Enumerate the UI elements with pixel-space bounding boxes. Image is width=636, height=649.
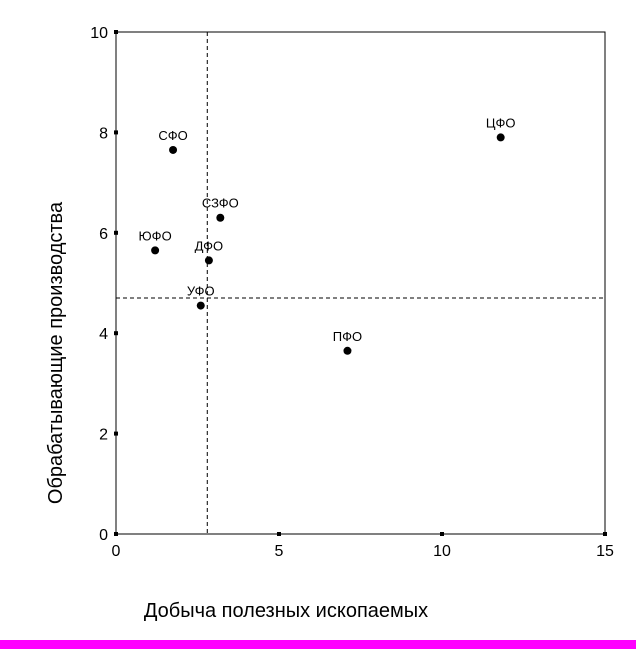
y-axis-ticks: 0 2 4 6 8 10 [90, 25, 118, 544]
data-point [169, 145, 178, 154]
data-point [196, 301, 205, 310]
data-point [496, 133, 505, 142]
data-point [151, 246, 160, 255]
y-tick-mark [114, 431, 118, 436]
y-tick-mark [114, 130, 118, 135]
y-tick-mark [114, 532, 118, 536]
data-points: ЦФО СФО СЗФО ЮФО ДФО УФО ПФО [139, 115, 516, 355]
y-tick-mark [114, 230, 118, 235]
x-axis-ticks: 0 5 10 15 [112, 532, 614, 560]
x-tick-label: 15 [596, 543, 614, 560]
x-tick-mark [603, 532, 607, 536]
y-tick-label: 10 [90, 25, 108, 42]
data-point [343, 346, 352, 355]
data-point-label: ПФО [333, 329, 362, 344]
data-point [216, 213, 225, 222]
data-point-label: ДФО [195, 238, 224, 253]
data-point-label: УФО [187, 284, 215, 299]
y-tick-mark [114, 30, 118, 34]
x-tick-label: 5 [275, 543, 284, 560]
x-tick-label: 0 [112, 543, 121, 560]
x-axis-title: Добыча полезных ископаемых [144, 600, 428, 622]
y-axis-title: Обрабатывающие производства [45, 201, 67, 504]
accent-bar [0, 640, 636, 649]
data-point-label: СФО [158, 128, 187, 143]
data-point-label: СЗФО [202, 196, 239, 211]
data-point-label: ЦФО [486, 115, 516, 130]
y-tick-label: 2 [99, 427, 108, 444]
x-tick-mark [440, 532, 444, 536]
x-tick-label: 10 [433, 543, 451, 560]
y-tick-mark [114, 331, 118, 336]
y-tick-label: 4 [99, 326, 108, 343]
data-point-label: ЮФО [139, 228, 172, 243]
y-tick-label: 6 [99, 226, 108, 243]
y-tick-label: 0 [99, 527, 108, 544]
y-tick-label: 8 [99, 125, 108, 142]
x-tick-mark [277, 532, 281, 536]
plot-frame [115, 31, 606, 535]
reference-lines [116, 32, 605, 534]
data-point [204, 256, 213, 265]
